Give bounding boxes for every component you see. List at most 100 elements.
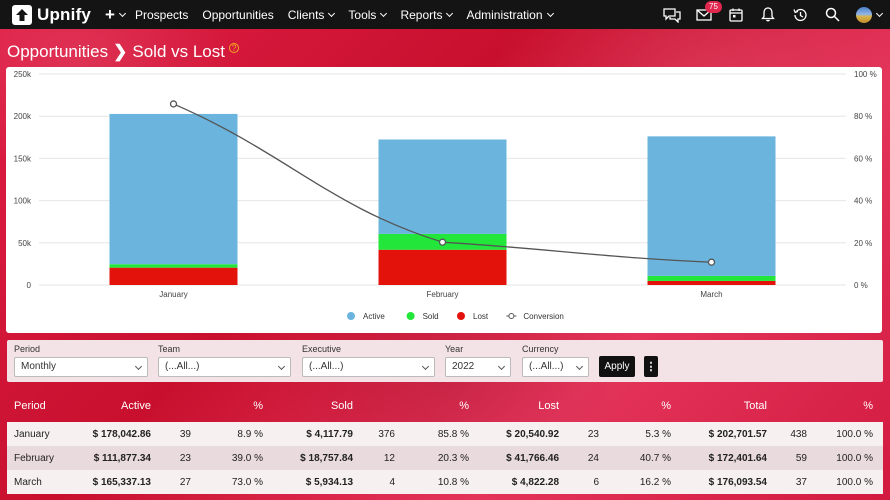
nav-clients[interactable]: Clients bbox=[288, 8, 336, 22]
header-active-pct[interactable]: % bbox=[253, 400, 263, 412]
nav-tools-label: Tools bbox=[348, 7, 377, 22]
y-left-tick-label: 50k bbox=[18, 239, 32, 248]
table-row[interactable]: January $ 178,042.86 39 8.9 % $ 4,117.79… bbox=[7, 422, 883, 446]
executive-filter: Executive (...All...) bbox=[302, 344, 435, 377]
quick-add-button[interactable]: + bbox=[105, 5, 135, 25]
upnify-logo-icon bbox=[12, 4, 32, 25]
y-right-tick-label: 80 % bbox=[854, 112, 872, 121]
nav-prospects-label: Prospects bbox=[135, 7, 189, 22]
chevron-down-icon bbox=[118, 9, 126, 17]
nav-opportunities[interactable]: Opportunities bbox=[202, 8, 273, 22]
y-left-tick-label: 250k bbox=[14, 70, 32, 79]
currency-filter: Currency (...All...) bbox=[522, 344, 589, 377]
avatar bbox=[856, 6, 872, 23]
calendar-icon[interactable] bbox=[720, 0, 752, 29]
cell-sold-count: 12 bbox=[383, 452, 395, 464]
cell-lost-count: 6 bbox=[593, 476, 599, 488]
executive-label: Executive bbox=[302, 344, 342, 354]
cell-sold-pct: 10.8 % bbox=[437, 476, 469, 488]
year-filter: Year 2022 bbox=[445, 344, 511, 377]
mail-icon[interactable]: 75 bbox=[688, 0, 722, 29]
executive-select[interactable]: (...All...) bbox=[302, 357, 435, 377]
currency-label: Currency bbox=[522, 344, 559, 354]
header-total-pct[interactable]: % bbox=[863, 400, 873, 412]
chevron-down-icon bbox=[328, 9, 336, 17]
bar-active-january bbox=[109, 113, 238, 265]
history-icon[interactable] bbox=[784, 0, 816, 29]
nav-prospects[interactable]: Prospects bbox=[135, 8, 188, 22]
help-icon[interactable]: ? bbox=[228, 43, 239, 53]
cell-total-amount: $ 202,701.57 bbox=[708, 428, 767, 440]
mail-badge: 75 bbox=[705, 1, 722, 13]
legend-label-active: Active bbox=[363, 312, 385, 321]
y-right-tick-label: 20 % bbox=[854, 239, 872, 248]
chevron-down-icon bbox=[875, 9, 884, 17]
header-active[interactable]: Active bbox=[121, 400, 151, 412]
period-select[interactable]: Monthly bbox=[14, 357, 148, 377]
cell-active-amount: $ 165,337.13 bbox=[92, 476, 151, 488]
y-left-tick-label: 0 bbox=[27, 281, 32, 290]
app-logo[interactable]: Upnify bbox=[12, 4, 104, 25]
cell-active-count: 39 bbox=[179, 428, 191, 440]
cell-active-count: 27 bbox=[179, 476, 191, 488]
top-navbar: Upnify + Prospects Opportunities Clients… bbox=[0, 0, 890, 29]
breadcrumb-separator-icon: ❯ bbox=[113, 42, 128, 61]
cell-sold-count: 4 bbox=[389, 476, 395, 488]
cell-lost-count: 23 bbox=[587, 428, 599, 440]
table-row[interactable]: March $ 165,337.13 27 73.0 % $ 5,934.13 … bbox=[7, 470, 883, 494]
results-table: Period Active % Sold % Lost % Total % Ja… bbox=[7, 390, 883, 494]
table-row[interactable]: February $ 111,877.34 23 39.0 % $ 18,757… bbox=[7, 446, 883, 470]
chevron-down-icon bbox=[380, 9, 388, 17]
period-filter: Period Monthly bbox=[14, 344, 148, 377]
page-title: Opportunities ❯ Sold vs Lost ? bbox=[7, 42, 239, 62]
cell-total-count: 438 bbox=[790, 428, 807, 440]
bell-icon[interactable] bbox=[752, 0, 784, 29]
nav-administration[interactable]: Administration bbox=[466, 8, 554, 22]
header-period[interactable]: Period bbox=[14, 400, 46, 412]
cell-lost-amount: $ 41,766.46 bbox=[506, 452, 559, 464]
nav-reports[interactable]: Reports bbox=[400, 8, 454, 22]
header-total[interactable]: Total bbox=[743, 400, 767, 412]
y-right-tick-label: 100 % bbox=[854, 70, 877, 79]
cell-lost-pct: 40.7 % bbox=[639, 452, 671, 464]
x-tick-label: January bbox=[159, 290, 187, 299]
cell-total-pct: 100.0 % bbox=[836, 452, 873, 464]
nav-tools[interactable]: Tools bbox=[348, 7, 388, 22]
conversion-point bbox=[707, 258, 716, 266]
apply-button[interactable]: Apply bbox=[599, 356, 635, 377]
header-lost[interactable]: Lost bbox=[538, 400, 559, 412]
legend-swatch-icon bbox=[347, 312, 355, 320]
currency-select[interactable]: (...All...) bbox=[522, 357, 589, 377]
cell-period: February bbox=[14, 452, 55, 464]
breadcrumb-current: Sold vs Lost bbox=[132, 42, 225, 61]
y-right-tick-label: 60 % bbox=[854, 154, 872, 163]
year-select[interactable]: 2022 bbox=[445, 357, 511, 377]
sold-vs-lost-chart: 0 0 % 50k 20 % 100k 40 % 150k 60 % 200k 80 % 250k 1… bbox=[14, 70, 877, 321]
bar-active-february bbox=[378, 139, 507, 234]
header-sold-pct[interactable]: % bbox=[459, 400, 469, 412]
bar-lost-february bbox=[378, 249, 507, 285]
legend-label-lost: Lost bbox=[473, 312, 489, 321]
header-lost-pct[interactable]: % bbox=[661, 400, 671, 412]
y-left-tick-label: 150k bbox=[14, 154, 32, 163]
cell-active-amount: $ 178,042.86 bbox=[92, 428, 151, 440]
team-label: Team bbox=[158, 344, 181, 354]
header-sold[interactable]: Sold bbox=[330, 400, 353, 412]
breadcrumb-opportunities[interactable]: Opportunities bbox=[7, 42, 109, 61]
bar-active-march bbox=[647, 136, 776, 276]
y-right-tick-label: 40 % bbox=[854, 197, 872, 206]
cell-lost-pct: 16.2 % bbox=[639, 476, 671, 488]
cell-active-pct: 8.9 % bbox=[237, 428, 263, 440]
cell-sold-amount: $ 18,757.84 bbox=[300, 452, 353, 464]
cell-lost-amount: $ 4,822.28 bbox=[511, 476, 559, 488]
user-menu[interactable] bbox=[848, 0, 890, 29]
cell-sold-amount: $ 5,934.13 bbox=[305, 476, 353, 488]
chat-icon[interactable] bbox=[656, 0, 688, 29]
legend-swatch-icon bbox=[457, 312, 465, 320]
team-select[interactable]: (...All...) bbox=[158, 357, 291, 377]
more-options-icon[interactable]: ⋮ bbox=[644, 356, 658, 377]
search-icon[interactable] bbox=[816, 0, 848, 29]
year-label: Year bbox=[445, 344, 464, 354]
table-header: Period Active % Sold % Lost % Total % bbox=[7, 390, 883, 422]
plus-icon: + bbox=[105, 4, 115, 24]
